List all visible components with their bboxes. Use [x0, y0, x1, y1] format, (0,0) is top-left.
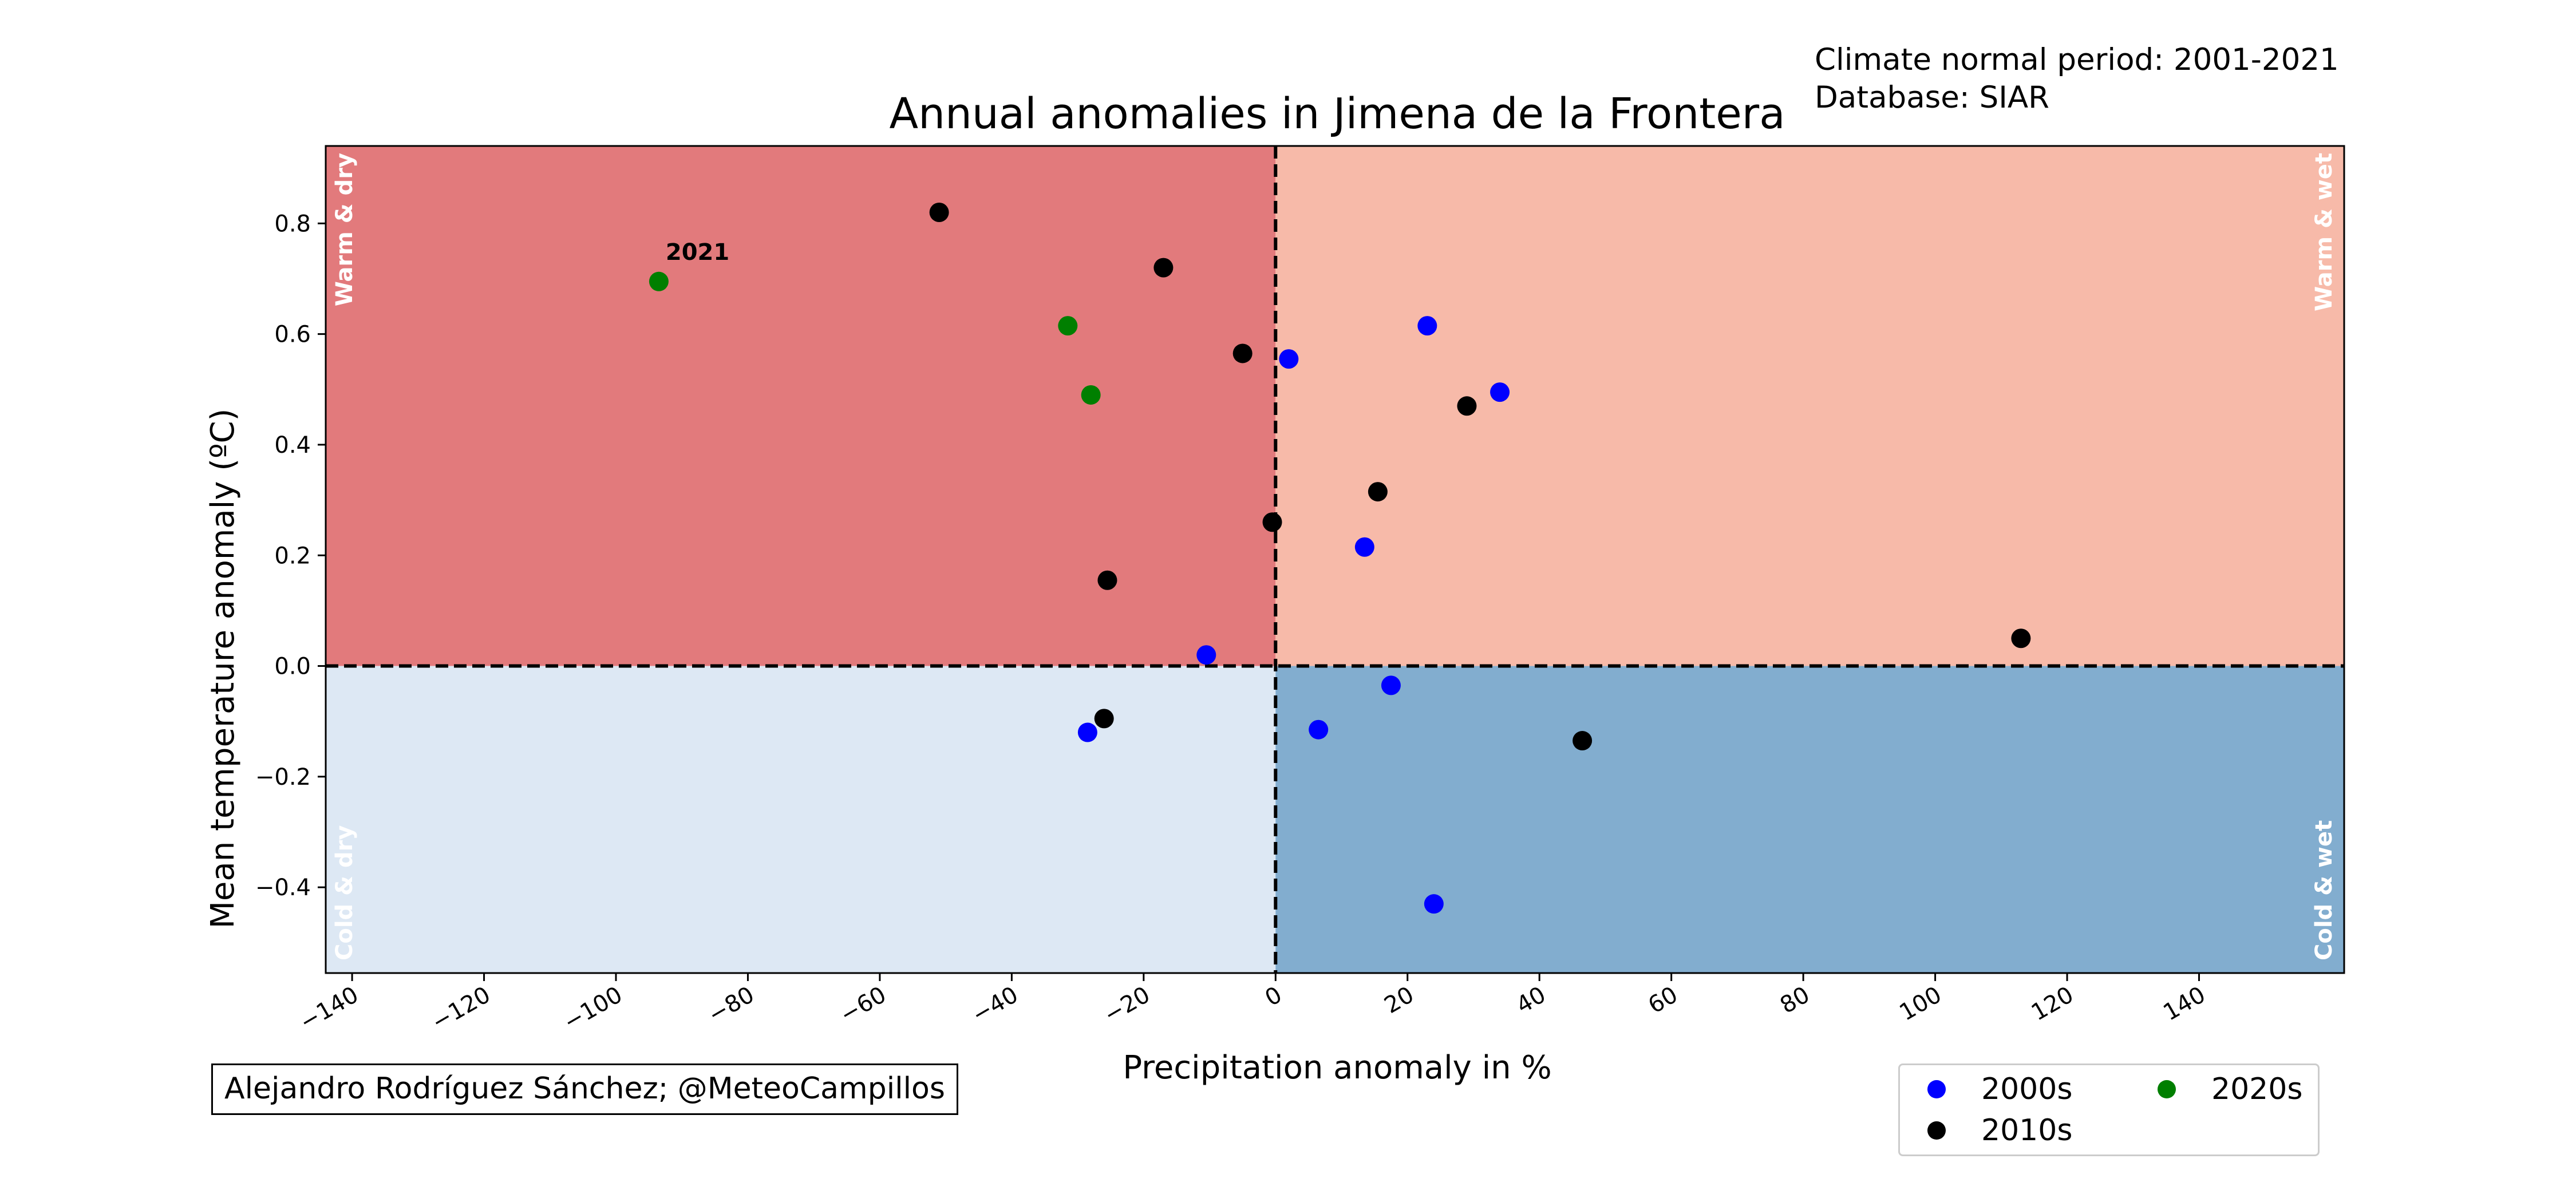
x-tick-label-8: 20 — [1380, 982, 1419, 1019]
point-2020s-0 — [1058, 316, 1078, 336]
x-tick-label-11: 80 — [1776, 982, 1814, 1019]
point-2000s-6 — [1309, 719, 1329, 740]
x-axis: −140 −120 −100 −80 −60 −40 −20 0 20 40 60 80 100 120 1… — [295, 973, 2210, 1036]
quadrant-warm-dry — [326, 146, 1276, 666]
annotation-0: 2021 — [666, 239, 729, 266]
label-warm-dry: Warm & dry — [331, 153, 358, 306]
y-tick-label-1: −0.2 — [255, 764, 311, 790]
y-tick-label-5: 0.6 — [274, 322, 311, 348]
x-tick-label-13: 120 — [2027, 982, 2078, 1026]
quadrant-cold-dry — [326, 666, 1276, 973]
point-2010s-1 — [1153, 258, 1174, 278]
point-2000s-1 — [1417, 316, 1437, 336]
quadrant-cold-wet — [1275, 666, 2344, 973]
point-2020s-2 — [649, 271, 669, 291]
x-tick-label-2: −100 — [559, 982, 627, 1036]
point-2010s-8 — [1094, 709, 1114, 729]
y-tick-label-3: 0.2 — [274, 543, 311, 569]
x-tick-label-4: −60 — [836, 982, 891, 1029]
author-credit: Alejandro Rodríguez Sánchez; @MeteoCampi… — [211, 1063, 958, 1115]
chart-metadata: Climate normal period: 2001-2021 Databas… — [1815, 41, 2339, 117]
point-2010s-7 — [2011, 628, 2031, 649]
legend-marker-2010s — [1927, 1121, 1946, 1140]
y-tick-label-2: 0.0 — [274, 654, 311, 680]
label-warm-wet: Warm & wet — [2311, 153, 2337, 311]
reference-lines — [326, 146, 2344, 973]
plot-frame — [325, 145, 2345, 974]
point-2000s-7 — [1381, 675, 1401, 695]
legend: 2000s 2010s 2020s — [1898, 1063, 2320, 1156]
point-2010s-6 — [1097, 570, 1117, 590]
x-tick-label-3: −80 — [704, 982, 758, 1029]
point-2000s-8 — [1424, 894, 1444, 914]
legend-item-2020s: 2020s — [2158, 1072, 2302, 1106]
y-tick-label-6: 0.8 — [274, 211, 311, 237]
x-tick-label-9: 40 — [1512, 982, 1550, 1019]
point-2010s-2 — [1232, 343, 1253, 363]
legend-item-2010s: 2010s — [1927, 1113, 2072, 1148]
label-cold-dry: Cold & dry — [331, 825, 358, 960]
y-axis-label: Mean temperature anomaly (ºC) — [204, 409, 242, 929]
point-2010s-5 — [1262, 512, 1282, 532]
data-points — [649, 202, 2031, 914]
x-tick-label-6: −20 — [1100, 982, 1155, 1029]
x-tick-label-5: −40 — [967, 982, 1022, 1029]
point-2010s-3 — [1457, 396, 1477, 416]
database-text: Database: SIAR — [1815, 80, 2049, 115]
legend-marker-2020s — [2158, 1080, 2176, 1098]
point-2020s-1 — [1081, 385, 1101, 405]
normal-period-text: Climate normal period: 2001-2021 — [1815, 42, 2339, 77]
point-2000s-4 — [1196, 645, 1216, 665]
legend-label-2010s: 2010s — [1981, 1113, 2073, 1148]
x-tick-label-12: 100 — [1895, 982, 1946, 1026]
x-tick-label-0: −140 — [295, 982, 363, 1036]
quadrant-warm-wet — [1275, 146, 2344, 666]
quadrant-backgrounds — [326, 146, 2344, 973]
y-tick-label-4: 0.4 — [274, 432, 311, 458]
point-2000s-2 — [1490, 382, 1510, 402]
point-2000s-0 — [1279, 349, 1299, 369]
x-tick-label-1: −120 — [427, 982, 495, 1036]
label-cold-wet: Cold & wet — [2311, 820, 2337, 960]
quadrant-labels: Warm & dry Warm & wet Cold & dry Cold & wet — [331, 153, 2337, 960]
point-2000s-5 — [1077, 722, 1097, 742]
legend-marker-2000s — [1927, 1080, 1946, 1098]
x-axis-label: Precipitation anomaly in % — [1123, 1049, 1551, 1086]
legend-label-2000s: 2000s — [1981, 1072, 2073, 1106]
legend-label-2020s: 2020s — [2211, 1072, 2303, 1106]
point-2010s-9 — [1573, 731, 1593, 751]
annotations: 2021 — [666, 239, 729, 266]
point-2010s-0 — [929, 202, 949, 222]
point-2010s-4 — [1368, 482, 1388, 502]
chart-title: Annual anomalies in Jimena de la Fronter… — [889, 89, 1785, 139]
point-2000s-3 — [1354, 537, 1374, 557]
y-tick-label-0: −0.4 — [255, 875, 311, 901]
x-tick-label-10: 60 — [1644, 982, 1682, 1019]
x-tick-label-7: 0 — [1261, 982, 1286, 1012]
legend-item-2000s: 2000s — [1927, 1072, 2072, 1106]
y-axis: −0.4 −0.2 0.0 0.2 0.4 0.6 0.8 — [255, 211, 326, 901]
x-tick-label-14: 140 — [2159, 982, 2210, 1026]
